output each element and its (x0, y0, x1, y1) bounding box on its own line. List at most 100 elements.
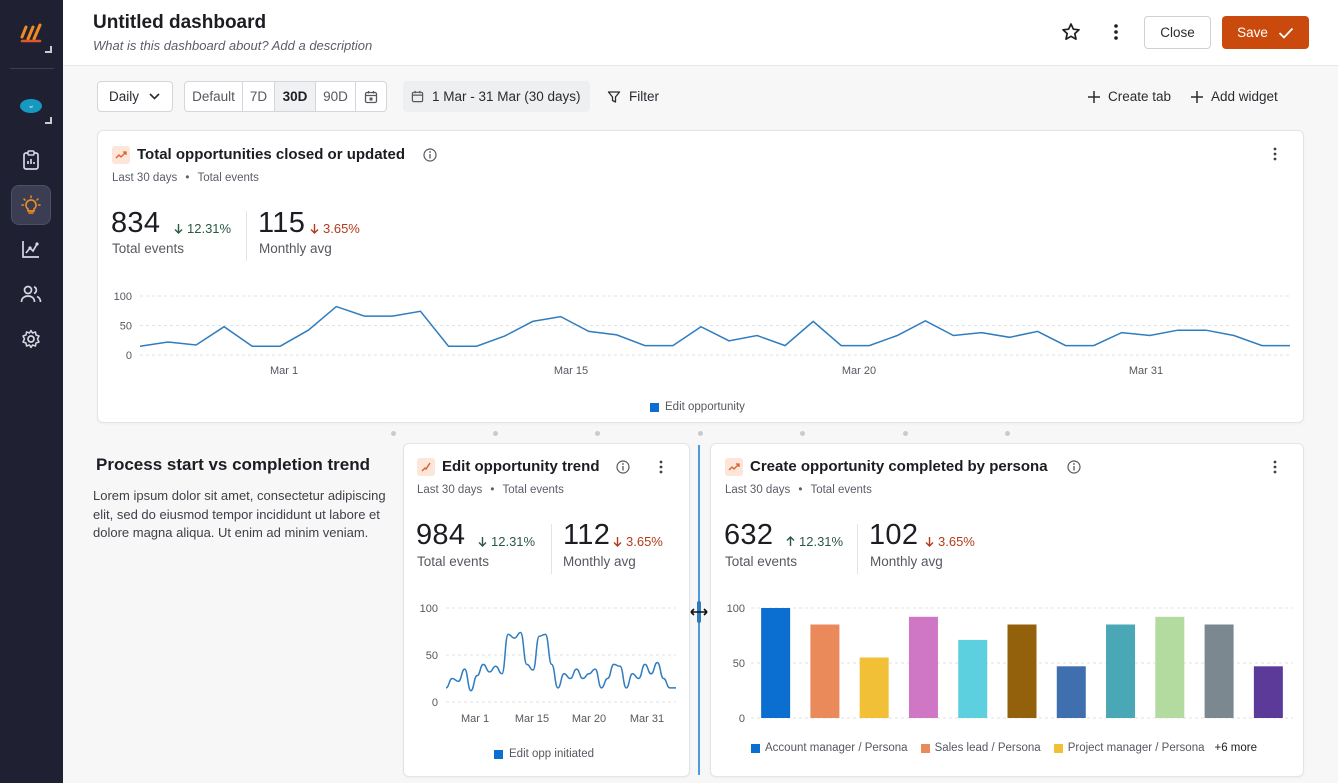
sidebar-item-analytics[interactable] (11, 229, 51, 269)
filter-label: Filter (629, 89, 659, 104)
kebab-menu-icon (659, 460, 663, 474)
arrow-down-icon (174, 224, 183, 234)
app-logo[interactable] (10, 12, 54, 56)
widget-menu-button[interactable] (1268, 145, 1282, 163)
dashboard-title[interactable]: Untitled dashboard (93, 12, 267, 33)
sidebar-item-settings[interactable] (11, 319, 51, 359)
expand-corner (45, 117, 52, 124)
metric-total-value: 984 (416, 519, 466, 551)
info-icon[interactable] (1067, 460, 1081, 474)
info-icon[interactable] (423, 148, 437, 162)
metric-total-delta: 12.31% (478, 534, 535, 549)
layout-dot (800, 431, 805, 436)
close-button[interactable]: Close (1144, 16, 1211, 49)
sidebar-item-salesforce[interactable]: sf (11, 86, 52, 126)
layout-dot (595, 431, 600, 436)
bar (1007, 624, 1037, 718)
arrow-down-icon (478, 537, 487, 547)
layout-dot (698, 431, 703, 436)
favorite-button[interactable] (1059, 20, 1083, 44)
interval-value: Daily (109, 89, 140, 104)
star-icon (1062, 23, 1080, 41)
kebab-menu-icon (1114, 24, 1118, 40)
chevron-down-icon (149, 93, 160, 100)
widget-title: Edit opportunity trend (442, 458, 600, 475)
sidebar-item-users[interactable] (11, 274, 51, 314)
widget-title: Total opportunities closed or updated (137, 146, 406, 163)
bar-chart-persona: 0 50 100 (727, 603, 1293, 725)
layout-dot (1005, 431, 1010, 436)
add-widget-label: Add widget (1211, 89, 1278, 104)
y-tick-label: 0 (739, 713, 745, 725)
dashboard-description[interactable]: What is this dashboard about? Add a desc… (93, 38, 373, 53)
date-range-label: 1 Mar - 31 Mar (30 days) (432, 89, 581, 104)
create-tab-button[interactable]: Create tab (1087, 81, 1171, 112)
widget-title: Create opportunity completed by persona (750, 458, 1048, 475)
kebab-menu-icon (1273, 147, 1277, 161)
create-tab-label: Create tab (1108, 89, 1172, 104)
range-7d[interactable]: 7D (243, 82, 275, 111)
y-tick-label: 100 (420, 603, 438, 615)
logo-icon (20, 23, 42, 43)
plus-icon (1088, 90, 1100, 103)
y-tick-label: 50 (120, 321, 132, 333)
save-button[interactable]: Save (1222, 16, 1309, 49)
meta-type: Total events (197, 172, 259, 184)
metric-avg-delta: 3.65% (613, 534, 663, 549)
widget-meta: Last 30 days • Total events (417, 484, 564, 496)
check-icon (1278, 27, 1294, 39)
range-90d[interactable]: 90D (316, 82, 356, 111)
line-chart-edit: 0 50 100 Mar 1 Mar 15 Mar 20 Mar 31 (420, 603, 676, 725)
save-button-label: Save (1237, 25, 1268, 40)
legend-more-link[interactable]: +6 more (1214, 742, 1257, 754)
range-30d[interactable]: 30D (275, 82, 316, 111)
bar (908, 616, 938, 718)
line-chart-main: 0 50 100 Mar 1 Mar 15 Mar 20 Mar 31 (114, 291, 1290, 377)
bar (1056, 666, 1086, 718)
widget-meta: Last 30 days • Total events (725, 484, 872, 496)
arrow-down-icon (925, 537, 934, 547)
interval-select[interactable]: Daily (97, 81, 173, 112)
widget-create-opportunity-persona[interactable]: Create opportunity completed by persona … (710, 443, 1304, 777)
series-line (445, 631, 676, 692)
delta-text: 12.31% (491, 534, 536, 549)
y-tick-label: 50 (733, 658, 745, 670)
filter-icon (607, 90, 621, 103)
expand-corner (45, 46, 52, 53)
info-icon[interactable] (616, 460, 630, 474)
meta-range: Last 30 days (112, 172, 178, 184)
y-tick-label: 0 (126, 350, 132, 362)
sidebar-item-insights[interactable] (11, 185, 51, 225)
metric-avg-value: 115 (258, 207, 306, 239)
widget-edit-opportunity-trend[interactable]: Edit opportunity trend Last 30 days • To… (403, 443, 690, 777)
text-widget-title[interactable]: Process start vs completion trend (96, 455, 370, 474)
metric-total-delta: 12.31% (786, 534, 843, 549)
x-tick-label: Mar 1 (461, 713, 489, 725)
x-tick-label: Mar 15 (554, 365, 588, 377)
custom-date-button[interactable] (356, 82, 386, 111)
text-widget-body[interactable]: Lorem ipsum dolor sit amet, consectetur … (93, 488, 386, 540)
date-range-picker[interactable]: 1 Mar - 31 Mar (30 days) (403, 81, 590, 112)
metric-avg-value: 112 (563, 519, 611, 551)
calendar-icon (364, 90, 378, 103)
layout-dot (391, 431, 396, 436)
meta-type: Total events (502, 484, 564, 496)
resize-horizontal-icon (690, 601, 708, 623)
metric-total-label: Total events (112, 241, 185, 256)
metric-divider (551, 524, 552, 574)
arrow-down-icon (310, 224, 319, 234)
sidebar-item-reports[interactable] (11, 140, 51, 180)
resize-handle[interactable] (690, 600, 708, 624)
widget-total-opportunities[interactable]: Total opportunities closed or updated La… (97, 130, 1304, 423)
bar (958, 639, 988, 718)
widget-menu-button[interactable] (654, 458, 668, 476)
delta-text: 12.31% (799, 534, 844, 549)
widget-menu-button[interactable] (1268, 458, 1282, 476)
filter-button[interactable]: Filter (607, 81, 659, 112)
more-options-button[interactable] (1104, 20, 1128, 44)
add-widget-button[interactable]: Add widget (1190, 81, 1278, 112)
bar (1155, 616, 1185, 718)
range-default[interactable]: Default (185, 82, 243, 111)
plus-icon (1191, 90, 1203, 103)
x-tick-label: Mar 20 (572, 713, 606, 725)
